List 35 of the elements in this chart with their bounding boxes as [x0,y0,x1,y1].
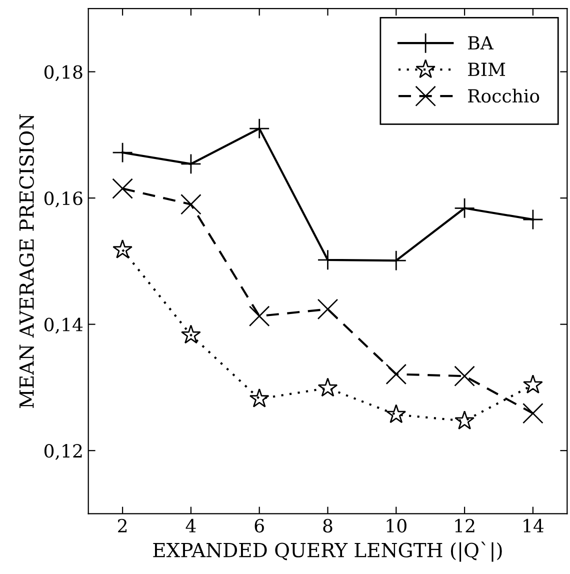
point [317,298,338,320]
point [523,374,543,394]
point [180,154,202,174]
x-tick-label: 4 [186,518,196,532]
y-tick-label: 0,18 [44,65,82,82]
x-tick-label: 12 [455,518,474,532]
x-tick-label: 14 [524,518,544,532]
point [386,404,406,424]
x-tick-label: 10 [386,518,406,533]
point [454,410,474,430]
point [454,366,475,386]
x-tick-label: 8 [323,518,332,533]
point [112,178,133,199]
y-tick-label: 0,12 [44,444,82,460]
point [112,142,133,163]
point [318,378,338,397]
point [180,194,202,215]
point [522,402,544,424]
legend-label: Rocchio [468,88,540,103]
point [386,364,407,385]
legend-label: BIM [468,62,506,76]
point [522,209,544,230]
point [112,239,132,258]
point [249,388,270,408]
y-axis-title: MEAN AVERAGE PRECISION [19,114,34,408]
y-tick-label: 0,14 [44,318,83,334]
point [248,118,270,139]
point [454,198,475,219]
x-tick-label: 6 [254,518,264,533]
y-tick-label: 0,16 [44,191,82,208]
point [181,324,201,344]
x-axis-title: EXPANDED QUERY LENGTH (|Q`|) [153,542,502,562]
point [248,306,270,327]
x-tick-label: 2 [118,518,127,532]
legend-label: BA [468,36,494,50]
